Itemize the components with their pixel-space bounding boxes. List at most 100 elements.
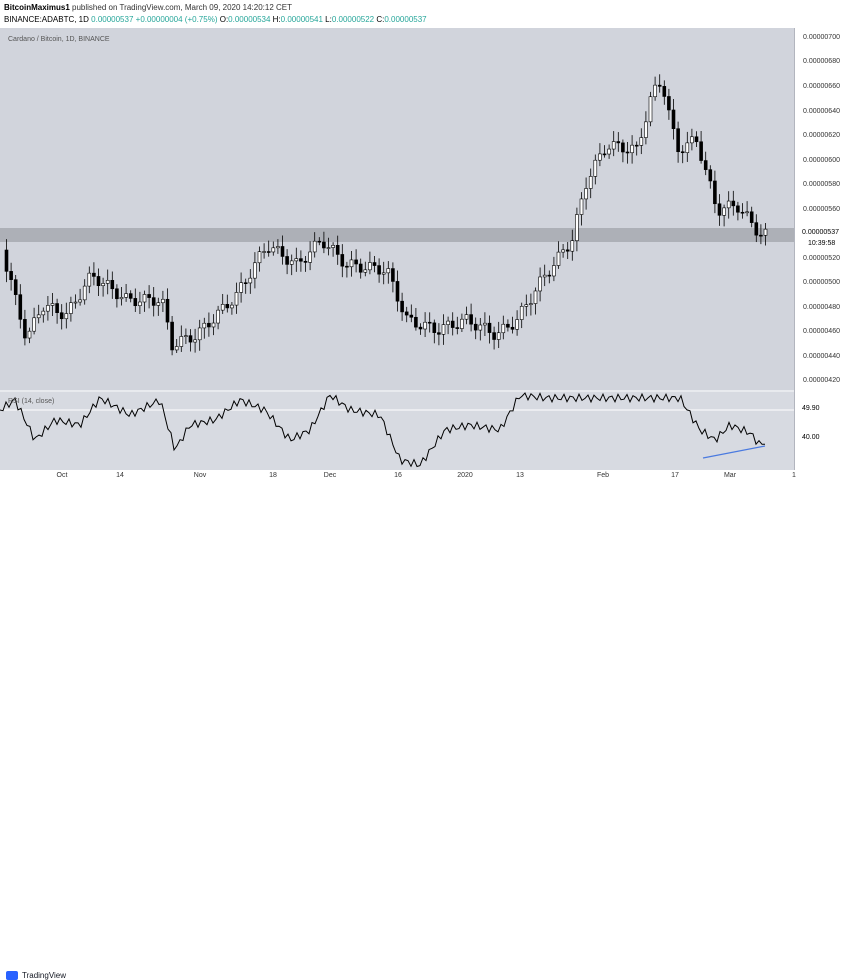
candle-body <box>161 298 165 304</box>
candle-body <box>561 249 565 253</box>
candle-body <box>308 251 312 263</box>
rsi-level-tag: 49.90 <box>802 405 820 412</box>
candle-body <box>179 336 184 347</box>
time-tick-label: 13 <box>516 472 524 479</box>
candle-body <box>524 304 529 307</box>
candle-body <box>101 283 105 287</box>
candle-body <box>676 128 680 153</box>
candle-body <box>487 322 492 333</box>
candle-body <box>303 260 308 263</box>
time-axis[interactable] <box>0 470 850 482</box>
candle-body <box>598 153 602 161</box>
candle-body <box>147 294 151 298</box>
price-tick-label: 0.00000480 <box>803 304 840 311</box>
candle-body <box>404 311 409 316</box>
high-value: 0.00000541 <box>280 15 323 24</box>
candle-body <box>644 121 648 138</box>
candle-body <box>50 303 55 306</box>
candle-body <box>441 324 446 335</box>
candle-body <box>331 245 335 248</box>
resistance-zone <box>0 228 794 242</box>
candle-body <box>602 153 607 156</box>
close-label: C: <box>376 15 385 24</box>
candle-body <box>455 327 460 329</box>
candle-body <box>368 262 372 271</box>
candle-body <box>579 198 584 215</box>
candle-body <box>78 299 82 303</box>
candle-body <box>685 142 690 154</box>
time-tick-label: 16 <box>394 472 402 479</box>
candle-body <box>731 200 736 207</box>
candle-body <box>694 136 699 143</box>
candle-body <box>616 141 621 144</box>
time-tick-label: 1 <box>792 472 796 479</box>
price-tick-label: 0.00000700 <box>803 34 840 41</box>
candle-body <box>538 276 542 292</box>
author-name[interactable]: BitcoinMaximus1 <box>4 3 70 12</box>
candle-body <box>4 249 9 272</box>
time-tick-label: Nov <box>193 472 207 479</box>
price-axis[interactable] <box>794 28 850 470</box>
price-tick-label: 0.00000440 <box>803 353 840 360</box>
candle-body <box>55 303 59 313</box>
candle-body <box>621 142 625 153</box>
candle-body <box>372 262 377 266</box>
candle-body <box>759 234 763 237</box>
candle-body <box>326 247 331 249</box>
candle-body <box>69 302 73 314</box>
candle-body <box>648 96 653 123</box>
candle-body <box>202 322 207 329</box>
candle-body <box>736 205 740 213</box>
candle-body <box>46 305 50 312</box>
candle-body <box>23 319 27 339</box>
candle-body <box>36 314 41 319</box>
candle-body <box>593 159 598 177</box>
candle-body <box>156 302 161 306</box>
candle-body <box>584 188 588 200</box>
candle-body <box>253 262 257 279</box>
candle-body <box>381 272 386 275</box>
time-tick-label: 14 <box>116 472 124 479</box>
candle-body <box>496 332 501 340</box>
published-text: published on TradingView.com, March 09, … <box>72 3 293 12</box>
candle-body <box>542 274 547 278</box>
candle-body <box>220 304 225 311</box>
candlestick-plot[interactable] <box>0 0 794 470</box>
time-tick-label: Feb <box>596 472 610 479</box>
candle-body <box>322 241 326 249</box>
candle-body <box>174 346 179 351</box>
candle-body <box>483 322 487 326</box>
candle-body <box>9 271 13 280</box>
candle-body <box>515 319 519 330</box>
time-tick-label: 2020 <box>457 472 473 479</box>
candle-body <box>280 246 285 257</box>
candle-body <box>754 222 759 236</box>
candle-body <box>510 326 515 330</box>
tradingview-logo[interactable]: TradingView <box>6 971 66 980</box>
candle-body <box>464 314 469 320</box>
last-price: 0.00000537 <box>91 15 134 24</box>
candle-body <box>64 313 69 320</box>
rsi-line <box>0 392 765 468</box>
symbol-title: Cardano / Bitcoin, 1D, BINANCE <box>8 36 110 43</box>
candle-body <box>703 160 708 170</box>
price-tick-label: 0.00000640 <box>803 108 840 115</box>
candle-body <box>87 272 92 287</box>
candle-body <box>506 323 510 328</box>
candle-body <box>165 298 170 323</box>
candle-body <box>193 339 197 343</box>
price-tick-label: 0.00000420 <box>803 377 840 384</box>
candle-body <box>363 269 368 273</box>
candle-body <box>211 322 216 328</box>
candle-body <box>478 324 483 331</box>
candle-body <box>745 211 749 214</box>
candle-body <box>345 265 349 268</box>
candle-body <box>73 301 78 304</box>
candle-body <box>271 247 276 253</box>
candle-body <box>391 268 395 282</box>
candle-body <box>427 321 432 324</box>
candle-body <box>285 256 289 265</box>
price-tick-label: 0.00000460 <box>803 328 840 335</box>
candle-body <box>556 251 561 266</box>
candle-body <box>662 86 667 97</box>
